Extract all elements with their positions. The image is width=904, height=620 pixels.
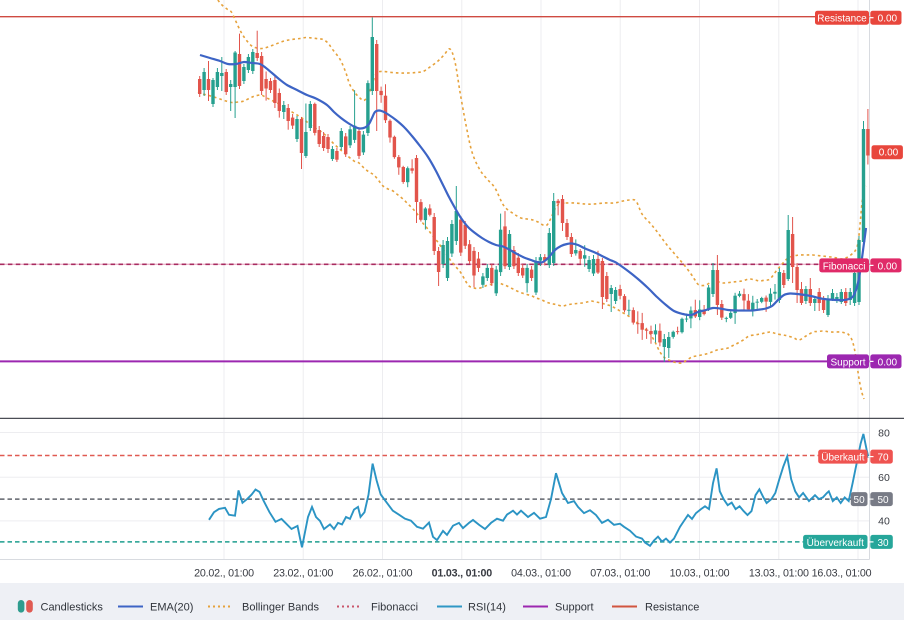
svg-text:0.00: 0.00 <box>878 357 898 368</box>
svg-text:26.02., 01:00: 26.02., 01:00 <box>353 568 413 580</box>
svg-text:70: 70 <box>877 453 889 464</box>
svg-text:01.03., 01:00: 01.03., 01:00 <box>432 568 493 580</box>
svg-text:Support: Support <box>830 357 865 368</box>
svg-text:04.03., 01:00: 04.03., 01:00 <box>511 568 571 580</box>
svg-text:50: 50 <box>854 495 866 506</box>
svg-text:10.03., 01:00: 10.03., 01:00 <box>670 568 730 580</box>
svg-text:EMA(20): EMA(20) <box>150 602 193 614</box>
svg-text:16.03., 01:00: 16.03., 01:00 <box>812 568 872 580</box>
svg-text:Fibonacci: Fibonacci <box>371 602 418 614</box>
svg-text:Resistance: Resistance <box>645 602 699 614</box>
svg-text:60: 60 <box>878 472 890 484</box>
svg-text:Bollinger Bands: Bollinger Bands <box>242 602 320 614</box>
svg-text:0.00: 0.00 <box>878 261 898 272</box>
svg-text:07.03., 01:00: 07.03., 01:00 <box>590 568 650 580</box>
svg-text:0.00: 0.00 <box>879 148 899 159</box>
svg-text:Überverkauft: Überverkauft <box>807 537 864 549</box>
svg-text:23.02., 01:00: 23.02., 01:00 <box>273 568 333 580</box>
svg-text:0.00: 0.00 <box>878 14 898 25</box>
svg-text:80: 80 <box>878 427 890 439</box>
svg-text:Überkauft: Überkauft <box>821 452 865 464</box>
svg-text:40: 40 <box>878 516 890 528</box>
svg-text:Support: Support <box>555 602 594 614</box>
svg-text:Candlesticks: Candlesticks <box>41 602 104 614</box>
svg-text:13.03., 01:00: 13.03., 01:00 <box>749 568 809 580</box>
svg-text:RSI(14): RSI(14) <box>468 602 506 614</box>
svg-text:50: 50 <box>877 495 889 506</box>
svg-text:Fibonacci: Fibonacci <box>823 261 866 272</box>
svg-text:30: 30 <box>877 538 889 549</box>
svg-text:Resistance: Resistance <box>817 14 867 25</box>
svg-text:20.02., 01:00: 20.02., 01:00 <box>194 568 254 580</box>
